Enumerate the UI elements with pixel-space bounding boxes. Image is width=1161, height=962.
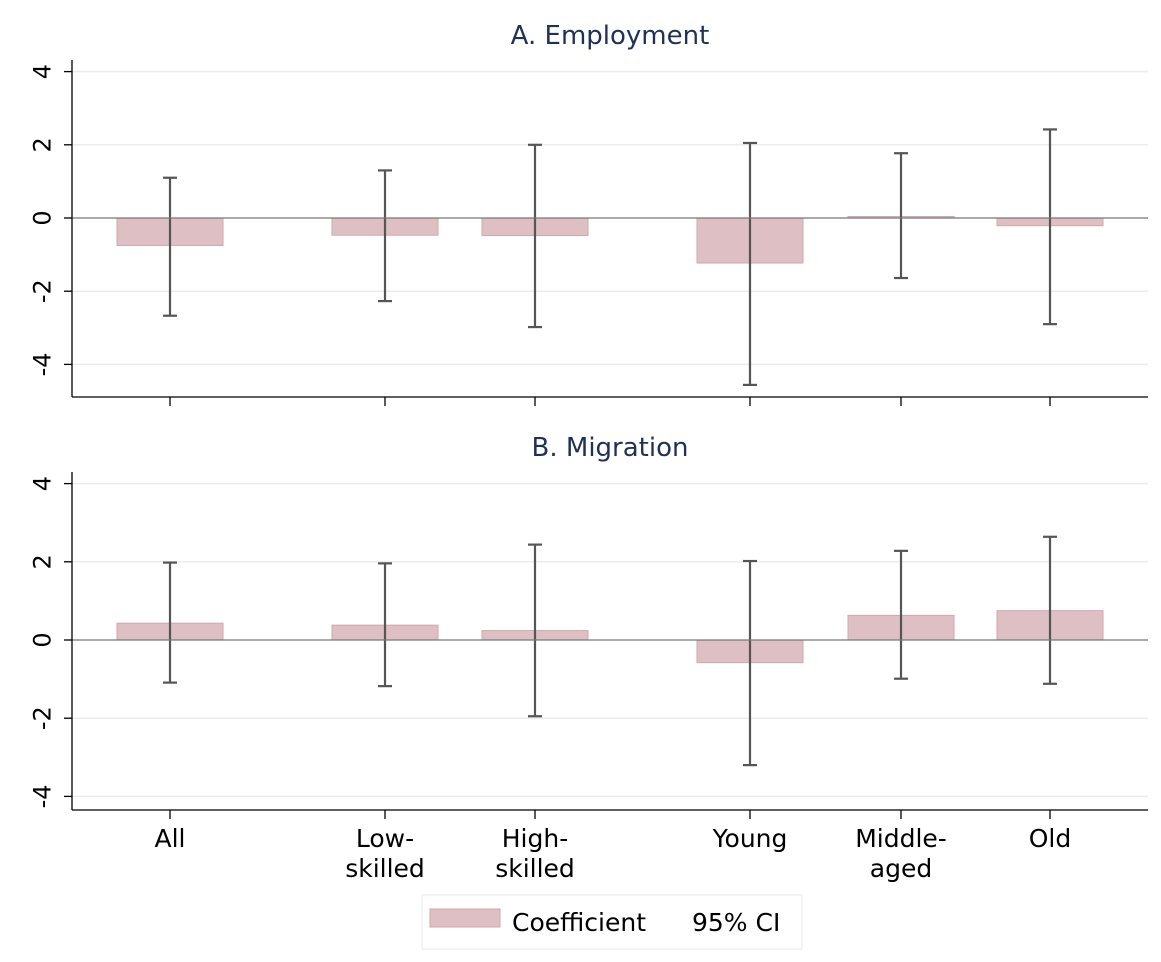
x-tick-label: Low- xyxy=(356,824,414,853)
x-tick-label: skilled xyxy=(495,854,575,883)
y-tick-labels-migration: 4 2 0 -2 -4 xyxy=(28,476,56,808)
y-tick-label: 2 xyxy=(28,137,56,152)
y-tick-label: -4 xyxy=(28,784,56,808)
x-tick-label: High- xyxy=(502,824,568,853)
y-tick-label: 0 xyxy=(28,632,56,647)
x-tick-label: aged xyxy=(870,854,932,883)
y-tick-label: 4 xyxy=(28,64,56,79)
x-tick-label: Old xyxy=(1029,824,1072,853)
legend-swatch-coefficient xyxy=(429,908,501,928)
legend-label-coefficient: Coefficient xyxy=(512,908,646,937)
panel-migration: B. Migration 420-2-4 All Low-skilledHigh-… xyxy=(28,433,1148,883)
panel-title-migration: B. Migration xyxy=(532,433,689,463)
y-tick-label: -4 xyxy=(28,352,56,376)
y-tick-label: -2 xyxy=(28,706,56,730)
grid-employment xyxy=(72,70,1148,366)
axes-migration xyxy=(64,472,1148,819)
y-tick-label: 0 xyxy=(28,210,56,225)
legend-label-ci: 95% CI xyxy=(692,908,780,937)
ci-employment xyxy=(163,128,1057,386)
y-tick-labels-employment: 4 2 0 -2 -4 xyxy=(28,64,56,376)
grid-migration xyxy=(72,482,1148,798)
axes-employment xyxy=(64,60,1148,406)
x-tick-label: skilled xyxy=(345,854,425,883)
legend: Coefficient 95% CI xyxy=(421,894,803,950)
y-tick-label: 2 xyxy=(28,554,56,569)
x-tick-label: Middle- xyxy=(855,824,947,853)
panel-employment: A. Employment 4 2 0 -2 -4 xyxy=(28,21,1148,406)
x-tick-label: All xyxy=(155,824,186,853)
ci-migration xyxy=(163,535,1057,767)
y-tick-label: 4 xyxy=(28,476,56,491)
y-tick-label: -2 xyxy=(28,279,56,303)
x-tick-label: Young xyxy=(712,824,788,853)
panel-title-employment: A. Employment xyxy=(511,21,710,51)
